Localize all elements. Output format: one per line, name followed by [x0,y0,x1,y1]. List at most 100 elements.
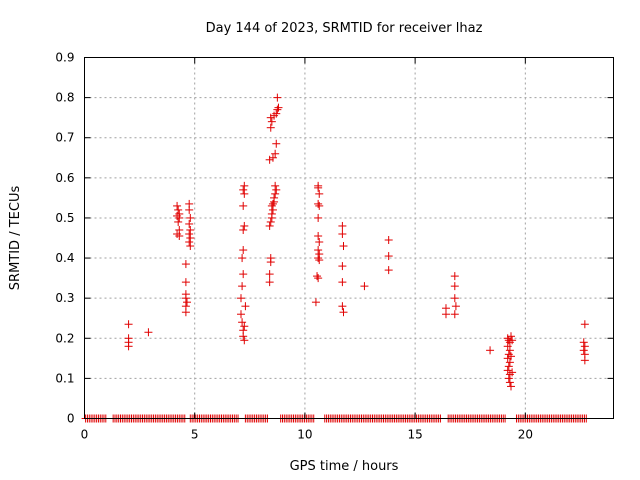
data-point [265,155,274,164]
y-tick-label: 0 [67,412,75,426]
data-point [486,346,495,355]
data-point [384,252,393,261]
data-point [181,308,190,317]
data-point [124,342,133,351]
data-point [311,298,320,307]
chart-title: Day 144 of 2023, SRMTID for receiver lha… [206,21,483,36]
data-point [186,242,195,251]
data-point [239,270,248,279]
data-point [240,181,249,190]
data-point [507,382,516,391]
data-point [338,229,347,238]
y-tick-label: 0.4 [55,251,74,265]
y-tick-label: 0.5 [55,211,74,225]
data-point [272,139,281,148]
data-point [338,262,347,271]
data-point [240,336,249,345]
data-point [173,201,182,210]
data-point [580,342,589,351]
data-point [314,246,323,255]
data-point [507,352,516,361]
data-point [181,278,190,287]
data-point [503,342,512,351]
data-point [270,193,279,202]
y-axis-title: SRMTID / TECUs [8,186,23,291]
data-point [441,310,450,319]
data-point [239,332,248,341]
data-point [504,362,513,371]
data-point [240,221,249,230]
data-point [315,201,324,210]
data-point [339,242,348,251]
x-tick-label: 20 [518,428,533,442]
axis-ticks: 0 0.1 0.2 0.3 0.4 0.5 0.6 0.7 0.8 0.9 0 5 10 15 20 [55,51,614,442]
data-point [579,338,588,347]
y-tick-label: 0.9 [55,51,74,65]
data-point [271,189,280,198]
data-point [450,294,459,303]
data-point [338,221,347,230]
data-point [384,236,393,245]
data-point [265,278,274,287]
data-point [503,334,512,343]
data-point [314,213,323,222]
x-tick-label: 5 [191,428,199,442]
data-point [185,238,194,247]
data-point [507,332,516,341]
data-point [186,225,195,234]
data-point [175,213,184,222]
data-point [273,93,282,102]
data-point [266,254,275,263]
data-point [266,217,275,226]
data-point [124,320,133,329]
y-tick-label: 0.2 [55,331,74,345]
data-point [504,374,513,383]
data-point [265,221,274,230]
data-point [450,282,459,291]
data-point [181,260,190,269]
x-tick-label: 15 [407,428,422,442]
data-point [185,219,194,228]
data-point [360,282,369,291]
data-point [503,366,512,375]
data-point [265,270,274,279]
data-point [173,229,182,238]
data-point [239,201,248,210]
data-point [272,109,281,118]
data-point [268,199,277,208]
data-point [314,183,323,192]
data-point [271,149,280,158]
data-point [580,356,589,365]
data-point [505,378,514,387]
data-point [580,320,589,329]
data-point [174,217,183,226]
x-axis-title: GPS time / hours [290,459,399,474]
grid-layer [84,57,614,419]
data-point [241,302,250,311]
data-point [315,189,324,198]
data-point [266,113,275,122]
data-point [240,189,249,198]
y-tick-label: 0.6 [55,171,74,185]
y-tick-label: 0.1 [55,371,74,385]
data-point [267,201,276,210]
x-tick-label: 0 [81,428,89,442]
data-point [236,294,245,303]
x-tick-label: 10 [297,428,312,442]
data-point [274,103,283,112]
y-tick-label: 0.8 [55,91,74,105]
data-point [239,225,248,234]
y-tick-label: 0.7 [55,131,74,145]
data-point [505,358,514,367]
data-point [185,205,194,214]
data-point [384,266,393,275]
data-point [144,328,153,337]
data-point [508,336,517,345]
data-point [315,238,324,247]
data-point [504,350,513,359]
data-point [315,256,324,265]
data-point [181,294,190,303]
data-point [450,272,459,281]
data-point [271,181,280,190]
data-point [270,111,279,120]
